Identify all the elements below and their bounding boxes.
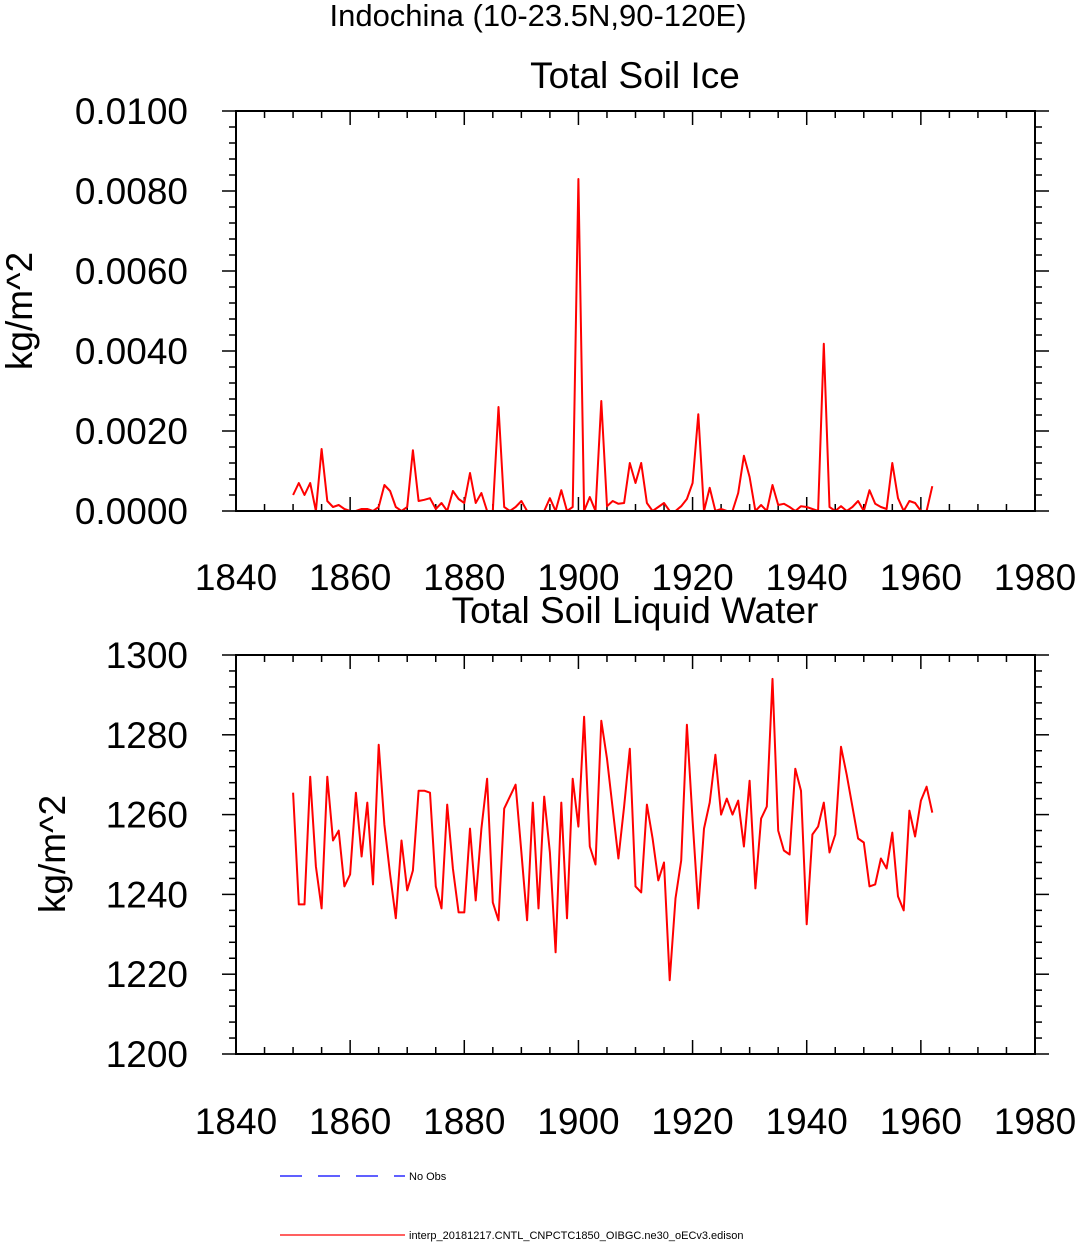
legend: No Obs interp_20181217.CNTL_CNPCTC1850_O… xyxy=(280,1171,743,1242)
series-line xyxy=(292,677,934,982)
panel-title: Total Soil Ice xyxy=(530,55,740,96)
y-tick-label: 0.0020 xyxy=(75,411,188,452)
y-tick-label: 0.0040 xyxy=(75,331,188,372)
x-tick-label: 1920 xyxy=(651,557,733,598)
x-tick-label: 1860 xyxy=(309,1101,391,1142)
y-tick-label: 1300 xyxy=(106,635,188,676)
y-tick-label: 1200 xyxy=(106,1034,188,1075)
panel-soil-liquid-water: Total Soil Liquid Water kg/m^2 1840 1860 1… xyxy=(32,590,1076,1142)
x-tick-label: 1860 xyxy=(309,557,391,598)
panel-soil-ice: Total Soil Ice kg/m^2 1840 1860 1880 1900 19… xyxy=(0,55,1076,598)
x-tick-label: 1840 xyxy=(195,557,277,598)
x-tick-label: 1960 xyxy=(880,557,962,598)
x-tick-label: 1920 xyxy=(651,1101,733,1142)
x-tick-label: 1940 xyxy=(766,1101,848,1142)
legend-label-no-obs: No Obs xyxy=(409,1171,447,1183)
y-tick-label: 0.0080 xyxy=(75,171,188,212)
x-tick-label: 1900 xyxy=(537,1101,619,1142)
series-line xyxy=(292,178,934,512)
x-tick-label: 1880 xyxy=(423,1101,505,1142)
x-tick-label: 1960 xyxy=(880,1101,962,1142)
y-axis-label: kg/m^2 xyxy=(0,252,40,370)
plot-frame xyxy=(235,110,1036,512)
panel-title: Total Soil Liquid Water xyxy=(452,590,819,631)
x-tick-label: 1980 xyxy=(994,1101,1076,1142)
y-tick-label: 0.0060 xyxy=(75,251,188,292)
ticks: 1840 1860 1880 1900 1920 1940 1960 1980 0.0000 0.… xyxy=(75,91,1076,598)
plot-frame xyxy=(235,654,1036,1055)
legend-label-model: interp_20181217.CNTL_CNPCTC1850_OIBGC.ne… xyxy=(409,1230,743,1242)
x-tick-label: 1900 xyxy=(537,557,619,598)
y-axis-label: kg/m^2 xyxy=(32,795,73,913)
y-tick-label: 1280 xyxy=(106,715,188,756)
x-tick-label: 1940 xyxy=(766,557,848,598)
x-tick-label: 1880 xyxy=(423,557,505,598)
y-tick-label: 1220 xyxy=(106,954,188,995)
x-tick-label: 1840 xyxy=(195,1101,277,1142)
y-tick-label: 1240 xyxy=(106,874,188,915)
y-tick-label: 0.0000 xyxy=(75,491,188,532)
y-tick-label: 1260 xyxy=(106,795,188,836)
page-title: Indochina (10-23.5N,90-120E) xyxy=(329,0,746,33)
ticks: 1840 1860 1880 1900 1920 1940 1960 1980 1200 1220… xyxy=(106,635,1076,1142)
plot-area xyxy=(292,677,934,982)
plot-area xyxy=(292,178,934,512)
x-tick-label: 1980 xyxy=(994,557,1076,598)
y-tick-label: 0.0100 xyxy=(75,91,188,132)
